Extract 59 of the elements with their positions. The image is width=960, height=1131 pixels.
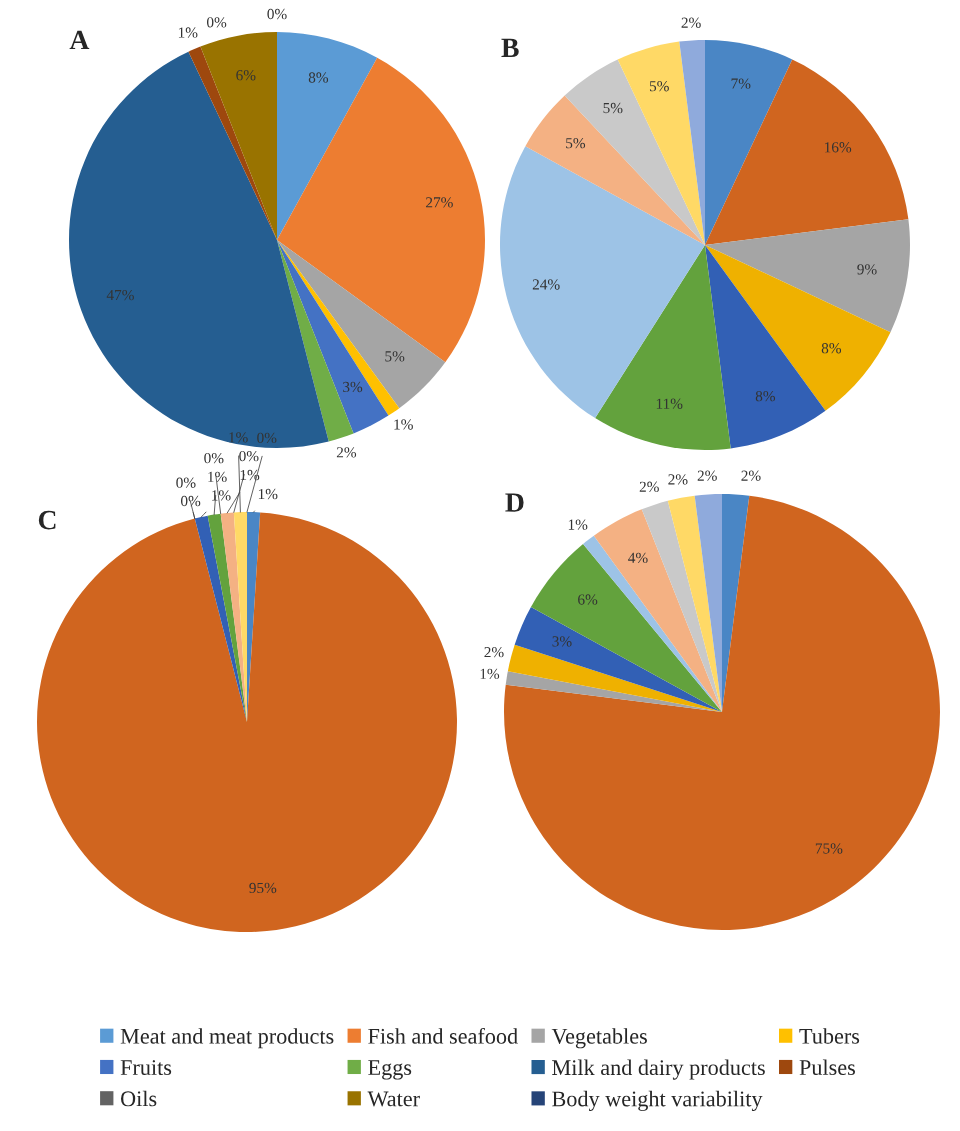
legend-label: Body weight variability	[552, 1090, 763, 1111]
data-label: 1%	[229, 432, 248, 443]
legend-label: Fish and seafood	[368, 1027, 518, 1044]
legend-label: Fruits	[120, 1060, 172, 1076]
legend-label: Vegetables	[551, 1028, 647, 1049]
legend-label: Oils	[121, 1090, 157, 1107]
text: 0%	[204, 453, 224, 464]
text: 0%	[267, 8, 287, 20]
data-label: 27%	[426, 197, 453, 208]
text: 0%	[176, 477, 196, 488]
data-label: 2%	[484, 646, 504, 658]
data-label: 3%	[343, 381, 363, 393]
text: B	[501, 38, 519, 58]
data-label: 16%	[825, 142, 852, 153]
data-label: 8%	[755, 391, 776, 402]
data-label: 7%	[731, 78, 751, 89]
data-label: 1%	[240, 469, 260, 481]
text: 0%	[206, 17, 227, 28]
text: C	[38, 510, 56, 530]
data-label: 4%	[628, 552, 648, 564]
data-label: 1%	[480, 668, 500, 680]
data-label: 5%	[385, 351, 405, 362]
text: D	[505, 493, 524, 512]
data-label: 11%	[656, 398, 683, 409]
data-label: 2%	[639, 481, 659, 492]
data-label: 2%	[336, 447, 357, 458]
text: 0%	[257, 432, 277, 444]
data-label: 1%	[568, 519, 588, 530]
data-label: 47%	[106, 289, 134, 301]
data-label: 2%	[668, 474, 688, 485]
data-label: 24%	[532, 279, 560, 290]
data-label: 2%	[681, 17, 701, 28]
text: 0%	[181, 495, 201, 507]
legend-label: Tubers	[799, 1028, 860, 1044]
text: 0%	[239, 450, 259, 462]
data-label: 3%	[552, 636, 572, 647]
data-label: 6%	[236, 70, 256, 81]
data-label: 1%	[212, 490, 231, 501]
data-label: 1%	[394, 419, 413, 430]
chart-title: A	[69, 30, 90, 50]
data-label: 6%	[578, 594, 598, 605]
data-label: 75%	[815, 843, 843, 854]
data-label: 5%	[603, 102, 623, 114]
data-label: 1%	[208, 471, 227, 483]
legend-label: Milk and dairy products	[552, 1059, 765, 1080]
data-label: 1%	[258, 488, 278, 500]
legend-label: Meat and meat products	[120, 1028, 334, 1049]
data-label: 8%	[308, 72, 329, 83]
data-label: 2%	[697, 470, 717, 481]
data-label: 1%	[178, 27, 198, 38]
data-label: 8%	[821, 343, 842, 354]
data-label: 5%	[566, 138, 586, 149]
data-label: 95%	[249, 882, 277, 894]
legend-label: Water	[367, 1091, 420, 1107]
legend-label: Pulses	[799, 1059, 855, 1076]
legend-label: Eggs	[368, 1060, 412, 1080]
data-label: 9%	[857, 264, 877, 275]
data-label: 2%	[741, 470, 761, 481]
data-label: 5%	[649, 81, 669, 92]
